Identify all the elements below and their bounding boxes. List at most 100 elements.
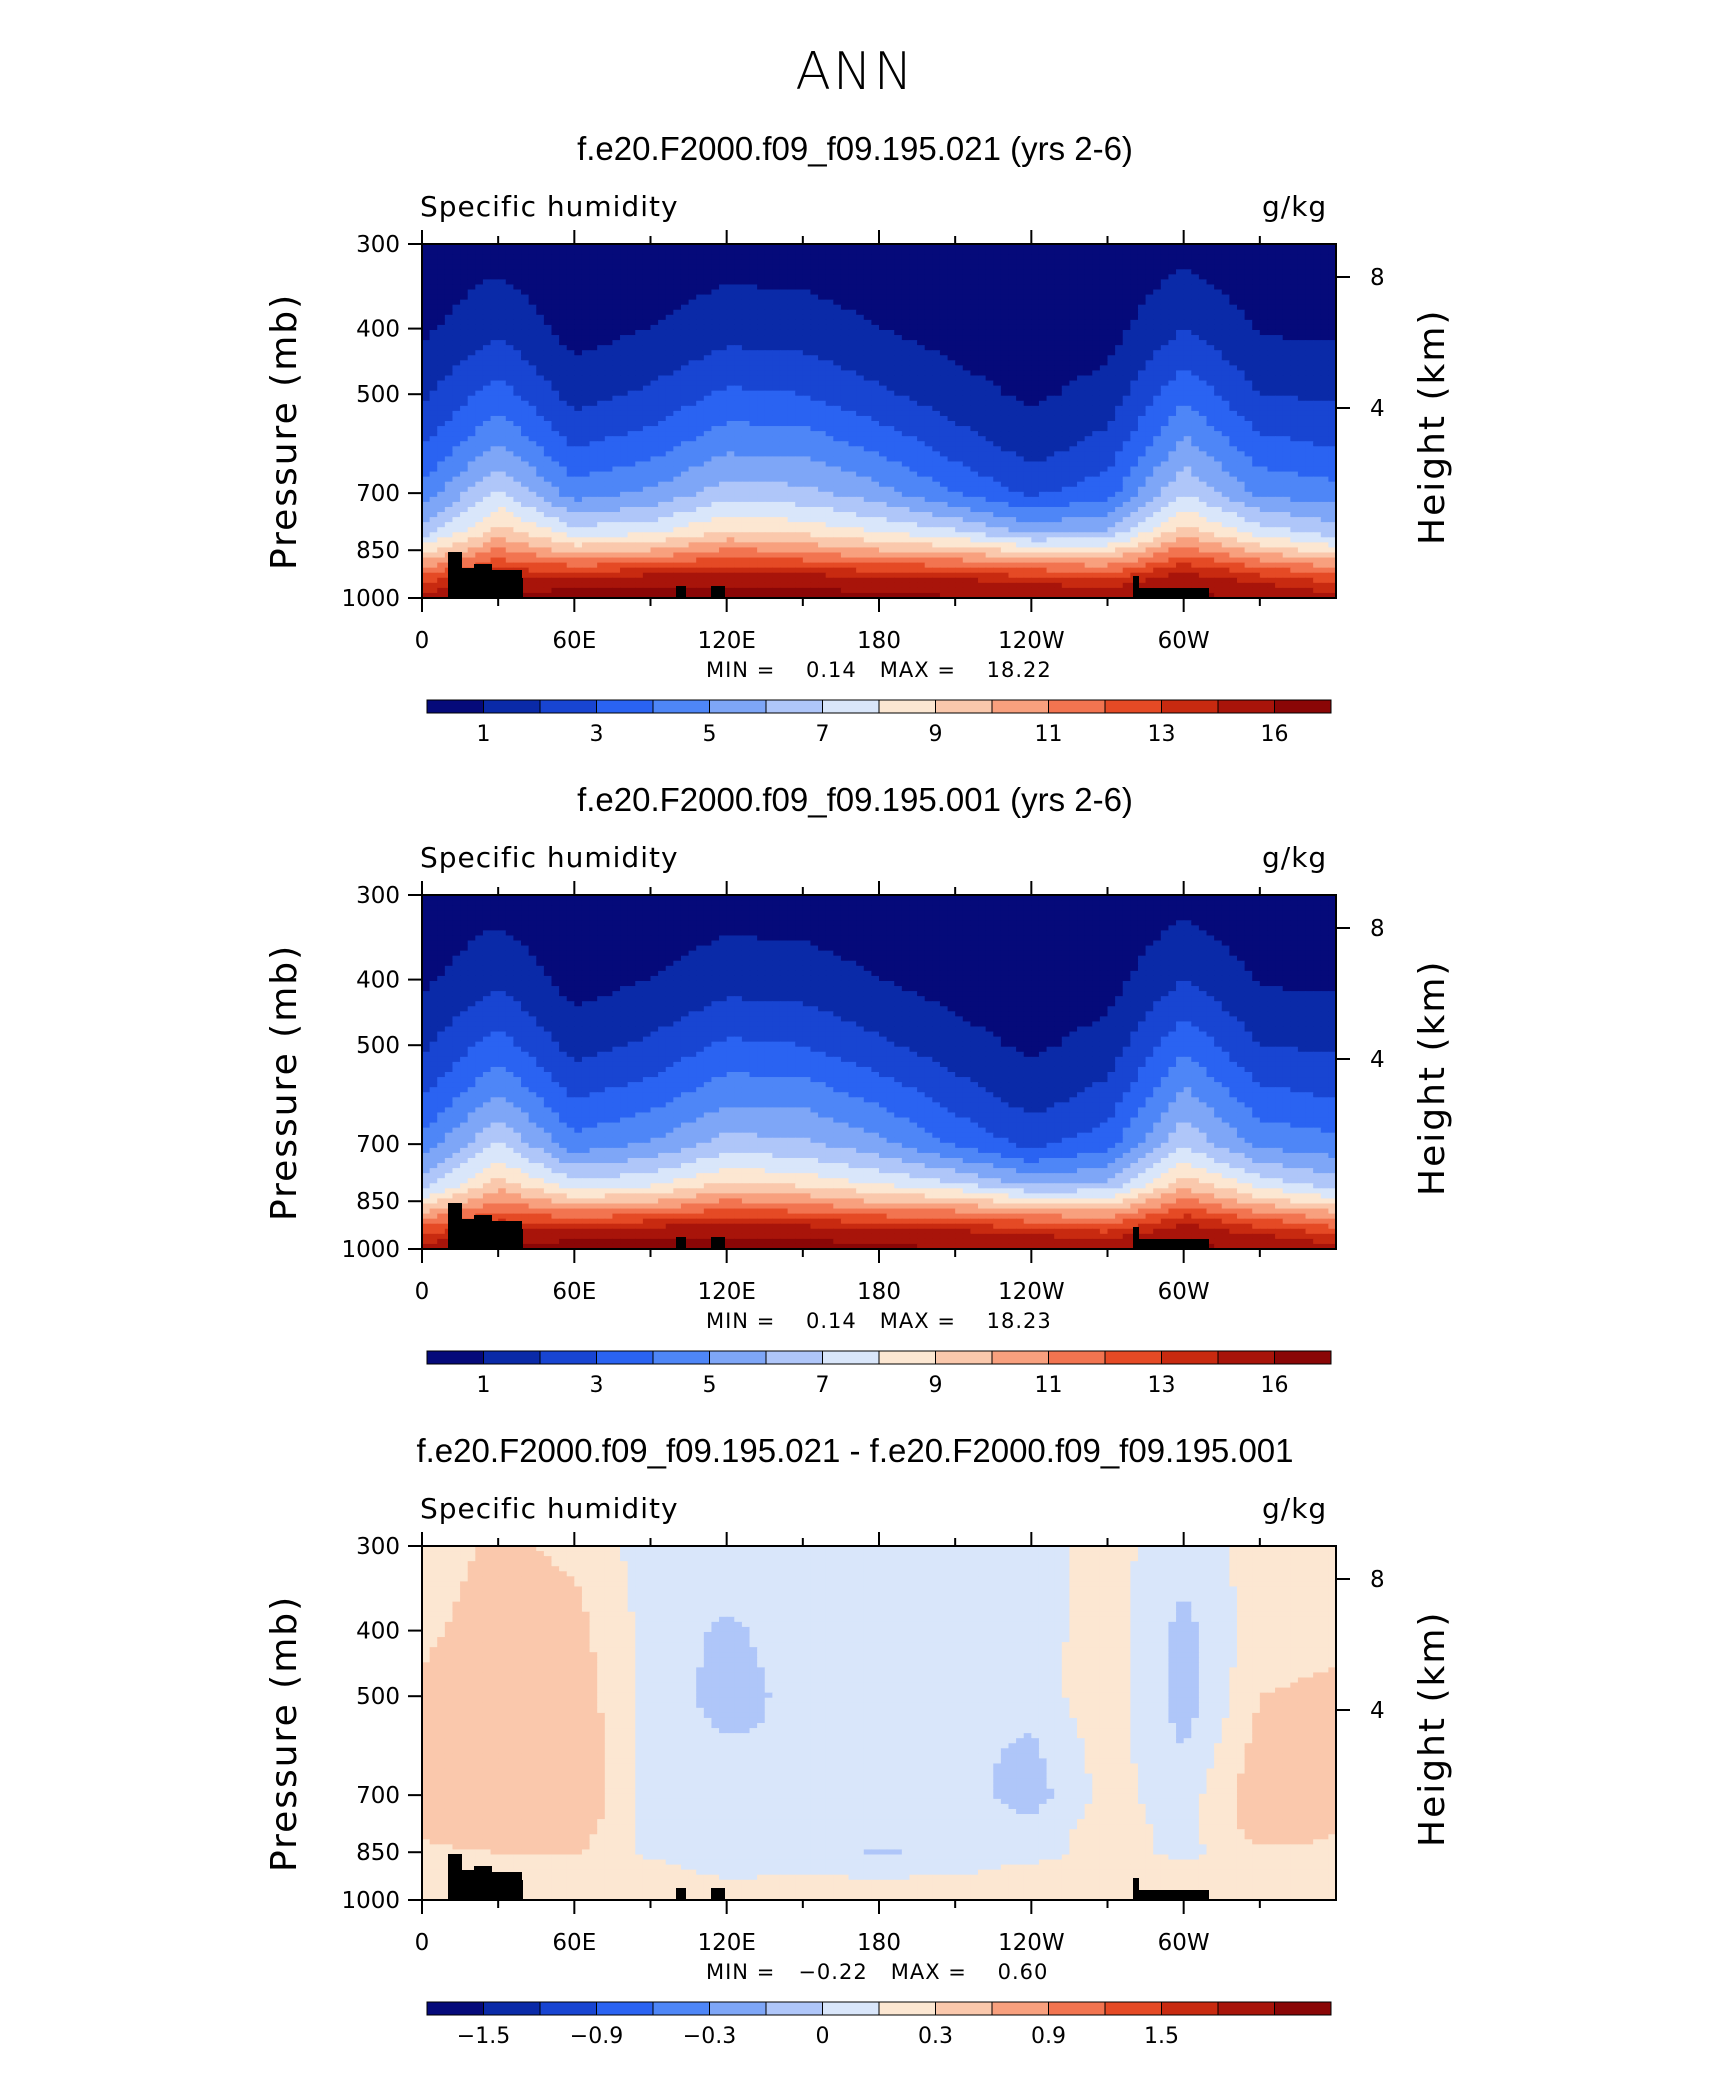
contour-cell (460, 426, 469, 432)
contour-cell (924, 375, 933, 382)
contour-cell (574, 249, 583, 255)
contour-cell (787, 380, 796, 387)
contour-cell (1267, 350, 1276, 356)
contour-cell (482, 340, 492, 346)
contour-cell (1031, 244, 1040, 250)
contour-cell (734, 380, 743, 387)
contour-cell (810, 309, 819, 316)
contour-cell (1297, 355, 1307, 361)
contour-cell (444, 375, 454, 382)
contour-cell (840, 324, 850, 331)
contour-cell (581, 415, 591, 422)
contour-cell (1275, 421, 1284, 427)
contour-cell (871, 340, 880, 346)
contour-cell (604, 284, 614, 291)
contour-cell (1320, 421, 1329, 427)
contour-cell (932, 269, 941, 275)
contour-cell (1259, 415, 1269, 422)
contour-cell (482, 309, 492, 316)
contour-cell (978, 340, 987, 346)
contour-cell (1236, 274, 1246, 280)
contour-cell (886, 360, 895, 366)
contour-cell (932, 405, 941, 412)
contour-cell (642, 345, 652, 351)
contour-cell (749, 314, 758, 321)
contour-cell (422, 426, 431, 432)
contour-cell (460, 314, 469, 321)
contour-cell (833, 436, 842, 442)
contour-cell (719, 249, 728, 255)
contour-cell (901, 390, 911, 397)
contour-cell (612, 380, 621, 387)
contour-cell (1214, 400, 1223, 407)
contour-cell (787, 350, 796, 356)
contour-cell (1168, 279, 1177, 286)
contour-cell (1137, 395, 1147, 402)
contour-cell (779, 380, 789, 387)
contour-cell (1191, 375, 1200, 382)
contour-cell (1031, 304, 1040, 311)
contour-cell (612, 400, 621, 407)
contour-cell (551, 415, 560, 422)
contour-cell (1069, 436, 1078, 442)
contour-cell (521, 405, 530, 412)
contour-cell (1122, 431, 1131, 437)
contour-cell (772, 314, 781, 321)
contour-cell (757, 355, 766, 361)
contour-cell (764, 264, 773, 270)
contour-cell (597, 395, 606, 402)
contour-cell (559, 451, 568, 457)
contour-cell (429, 319, 438, 326)
contour-cell (924, 380, 933, 387)
contour-cell (1176, 249, 1185, 255)
contour-cell (551, 340, 560, 346)
contour-cell (559, 335, 568, 341)
contour-cell (528, 304, 537, 311)
contour-cell (1206, 426, 1215, 432)
contour-cell (924, 345, 933, 351)
contour-cell (581, 385, 591, 392)
contour-cell (757, 279, 766, 286)
contour-cell (1031, 385, 1040, 392)
contour-cell (635, 279, 644, 286)
contour-cell (993, 360, 1002, 366)
contour-cell (566, 390, 575, 397)
contour-cell (696, 415, 705, 422)
contour-cell (475, 329, 484, 336)
contour-cell (886, 289, 895, 296)
contour-cell (673, 309, 682, 316)
contour-cell (1183, 410, 1192, 417)
contour-cell (490, 385, 499, 392)
contour-cell (1191, 309, 1200, 316)
contour-cell (490, 375, 499, 382)
contour-cell (1290, 314, 1299, 321)
contour-cell (985, 365, 994, 372)
contour-cell (620, 380, 629, 387)
contour-cell (528, 421, 537, 427)
contour-cell (703, 370, 713, 377)
contour-cell (779, 385, 789, 392)
contour-cell (856, 436, 865, 442)
contour-cell (1016, 309, 1025, 316)
contour-cell (871, 446, 880, 452)
contour-cell (482, 431, 492, 437)
contour-cell (818, 284, 827, 291)
contour-cell (840, 299, 850, 306)
contour-cell (1244, 284, 1253, 291)
contour-cell (1069, 405, 1078, 412)
contour-cell (1145, 324, 1154, 331)
contour-cell (589, 400, 598, 407)
contour-cell (475, 309, 484, 316)
contour-cell (901, 426, 911, 432)
contour-cell (1244, 279, 1253, 286)
contour-cell (1016, 324, 1025, 331)
contour-cell (658, 436, 667, 442)
contour-cell (1038, 335, 1048, 341)
contour-cell (993, 324, 1002, 331)
contour-cell (482, 426, 492, 432)
contour-cell (536, 451, 545, 457)
contour-cell (886, 299, 895, 306)
contour-cell (1244, 259, 1253, 265)
contour-cell (764, 395, 773, 402)
contour-cell (1130, 395, 1139, 402)
